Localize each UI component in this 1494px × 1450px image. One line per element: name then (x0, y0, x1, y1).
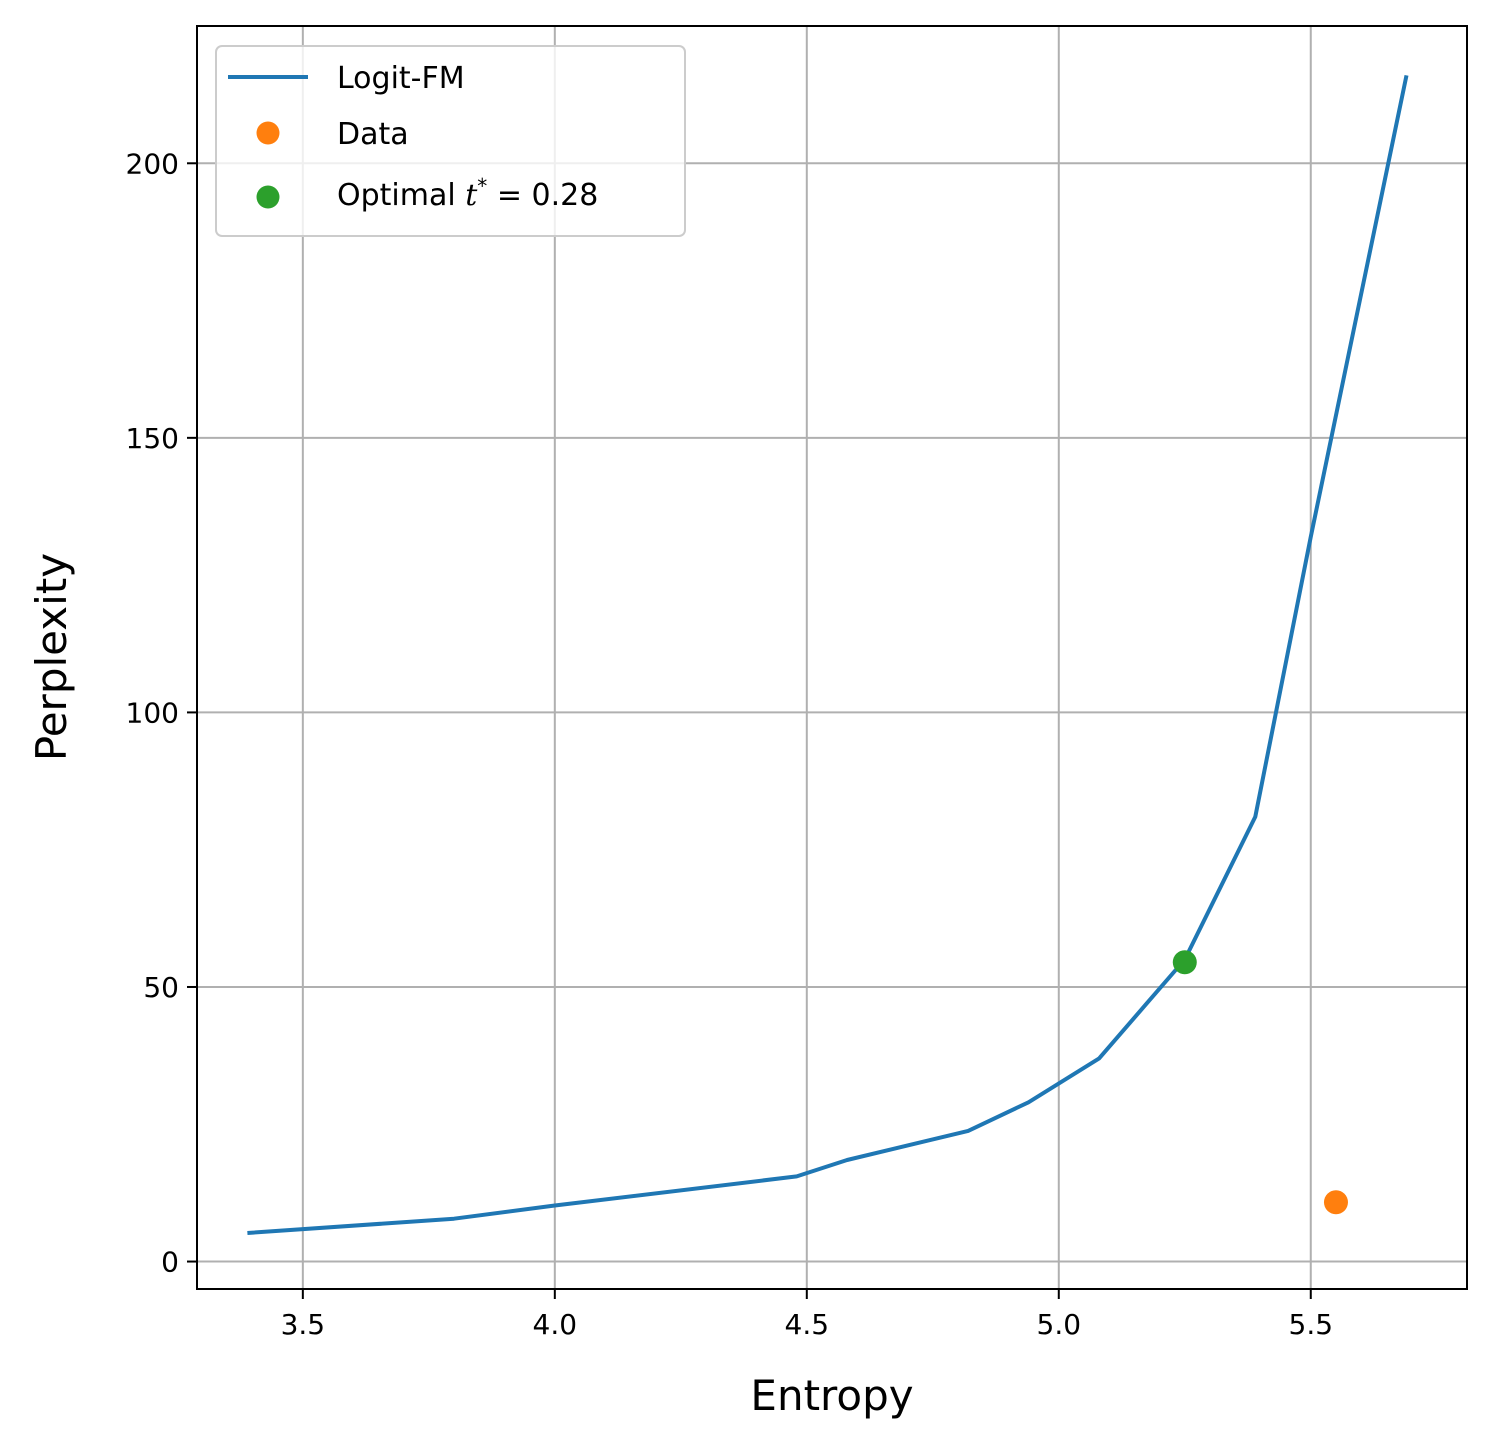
x-tick-label: 5.0 (1037, 1308, 1082, 1341)
x-tick-label: 4.0 (533, 1308, 578, 1341)
y-tick-label: 150 (126, 422, 179, 455)
axis-ticks: 3.5 4.0 4.5 5.0 5.5 0 50 100 150 200 (126, 147, 1333, 1341)
legend-marker-optimal (256, 185, 280, 209)
plot-area (247, 74, 1409, 1235)
optimal-point (1172, 950, 1197, 975)
data-point (1323, 1190, 1348, 1215)
legend-optimal-superscript: * (477, 174, 487, 198)
y-tick-label: 50 (143, 971, 179, 1004)
x-tick-label: 3.5 (281, 1308, 326, 1341)
legend-label-data: Data (337, 117, 409, 152)
legend-optimal-variable: t (465, 178, 478, 213)
y-tick-label: 100 (126, 696, 179, 729)
legend-box (215, 45, 686, 237)
x-axis-label: Entropy (750, 1371, 913, 1420)
x-tick-label: 4.5 (785, 1308, 830, 1341)
series-line-logit-fm (247, 74, 1409, 1235)
x-tick-label: 5.5 (1289, 1308, 1334, 1341)
legend-label-optimal: Optimal t* = 0.28 (337, 174, 598, 213)
y-tick-label: 200 (126, 147, 179, 180)
legend: Logit-FM Data Optimal t* = 0.28 (215, 45, 686, 237)
y-tick-label: 0 (161, 1246, 179, 1279)
legend-marker-data (256, 121, 280, 145)
axes-frame (196, 25, 1468, 1290)
grid (197, 26, 1467, 1289)
legend-optimal-suffix: = 0.28 (487, 178, 598, 213)
y-axis-label: Perplexity (27, 553, 76, 761)
legend-optimal-prefix: Optimal (337, 178, 465, 213)
legend-label-logit-fm: Logit-FM (337, 61, 465, 96)
